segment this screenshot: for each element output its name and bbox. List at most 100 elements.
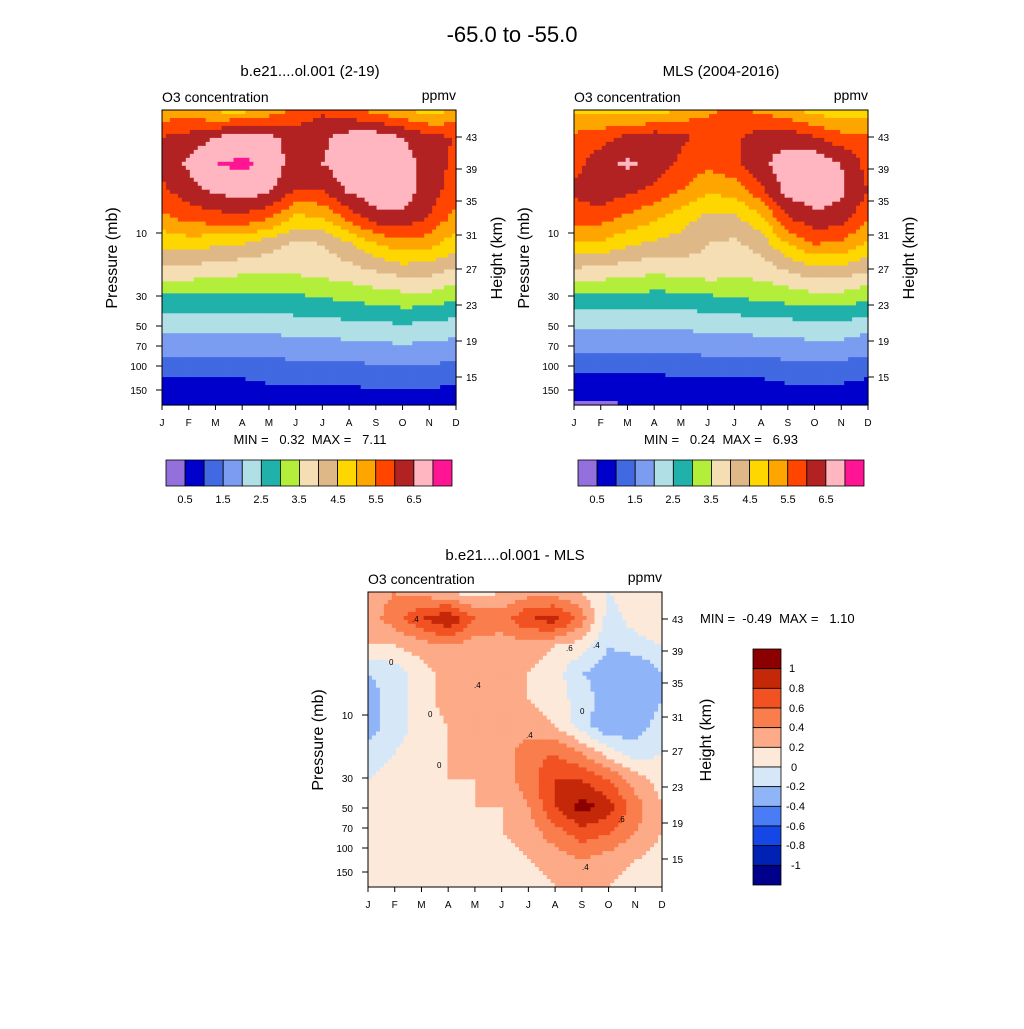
- field-cell: [428, 297, 433, 302]
- field-cell: [253, 237, 258, 243]
- field-cell: [420, 173, 425, 179]
- field-cell: [269, 229, 274, 235]
- field-cell: [285, 241, 290, 247]
- field-cell: [392, 345, 397, 350]
- field-cell: [328, 317, 334, 322]
- field-cell: [162, 269, 167, 275]
- field-cell: [193, 209, 199, 215]
- field-cell: [344, 110, 350, 115]
- field-cell: [249, 153, 254, 159]
- field-cell: [372, 157, 378, 163]
- field-cell: [340, 289, 346, 294]
- field-cell: [448, 213, 453, 219]
- field-cell: [328, 325, 334, 330]
- field-cell: [396, 277, 401, 283]
- field-cell: [181, 169, 187, 175]
- field-cell: [316, 325, 322, 330]
- field-cell: [229, 325, 235, 330]
- field-cell: [376, 137, 382, 143]
- field-cell: [257, 261, 262, 267]
- field-cell: [273, 149, 278, 155]
- field-cell: [213, 349, 219, 354]
- field-cell: [285, 369, 290, 374]
- field-cell: [436, 110, 441, 115]
- field-cell: [197, 325, 203, 330]
- field-cell: [328, 205, 334, 211]
- field-cell: [209, 321, 215, 326]
- field-cell: [225, 297, 231, 302]
- field-cell: [169, 293, 175, 298]
- field-cell: [249, 185, 254, 191]
- field-cell: [408, 269, 413, 275]
- field-cell: [348, 117, 354, 123]
- field-cell: [301, 317, 306, 322]
- field-cell: [193, 205, 199, 211]
- field-cell: [217, 281, 223, 287]
- field-cell: [253, 345, 258, 350]
- field-cell: [245, 357, 250, 362]
- field-cell: [428, 145, 433, 151]
- field-cell: [376, 341, 382, 346]
- field-cell: [452, 181, 457, 187]
- field-cell: [301, 165, 306, 171]
- field-cell: [380, 337, 386, 342]
- field-cell: [309, 185, 314, 191]
- field-cell: [348, 209, 354, 215]
- field-cell: [221, 317, 227, 322]
- field-cell: [364, 293, 370, 298]
- field-cell: [257, 213, 262, 219]
- field-cell: [384, 225, 390, 231]
- field-cell: [293, 229, 298, 235]
- field-cell: [269, 237, 274, 243]
- field-cell: [404, 253, 409, 259]
- field-cell: [392, 189, 397, 195]
- field-cell: [257, 133, 262, 139]
- field-cell: [316, 193, 322, 199]
- field-cell: [162, 321, 167, 326]
- field-cell: [344, 269, 350, 275]
- field-cell: [380, 273, 386, 279]
- field-cell: [305, 305, 310, 310]
- field-cell: [328, 117, 334, 123]
- field-cell: [281, 201, 286, 207]
- field-cell: [269, 241, 274, 247]
- field-cell: [281, 213, 286, 219]
- field-cell: [420, 281, 425, 287]
- field-cell: [257, 181, 262, 187]
- field-cell: [257, 265, 262, 271]
- field-cell: [217, 229, 223, 235]
- field-cell: [440, 225, 445, 231]
- field-cell: [412, 221, 417, 227]
- field-cell: [404, 269, 409, 275]
- field-cell: [185, 265, 191, 271]
- field-cell: [257, 337, 262, 342]
- field-cell: [344, 233, 350, 239]
- field-cell: [181, 117, 187, 123]
- field-cell: [181, 337, 187, 342]
- field-cell: [312, 309, 318, 314]
- field-cell: [328, 153, 334, 159]
- field-cell: [360, 333, 366, 338]
- field-cell: [257, 117, 262, 123]
- field-cell: [233, 221, 239, 227]
- field-cell: [352, 289, 358, 294]
- field-cell: [328, 217, 334, 223]
- field-cell: [193, 361, 199, 366]
- field-cell: [424, 373, 429, 378]
- field-cell: [253, 353, 258, 358]
- field-cell: [229, 129, 235, 135]
- field-cell: [440, 361, 445, 366]
- field-cell: [305, 369, 310, 374]
- field-cell: [269, 141, 274, 147]
- field-cell: [169, 205, 175, 211]
- field-cell: [245, 301, 250, 306]
- field-cell: [309, 289, 314, 294]
- field-cell: [400, 209, 405, 215]
- field-cell: [448, 121, 453, 127]
- field-cell: [352, 245, 358, 251]
- field-cell: [277, 277, 282, 283]
- field-cell: [424, 205, 429, 211]
- field-cell: [396, 193, 401, 199]
- field-cell: [364, 233, 370, 239]
- field-cell: [360, 325, 366, 330]
